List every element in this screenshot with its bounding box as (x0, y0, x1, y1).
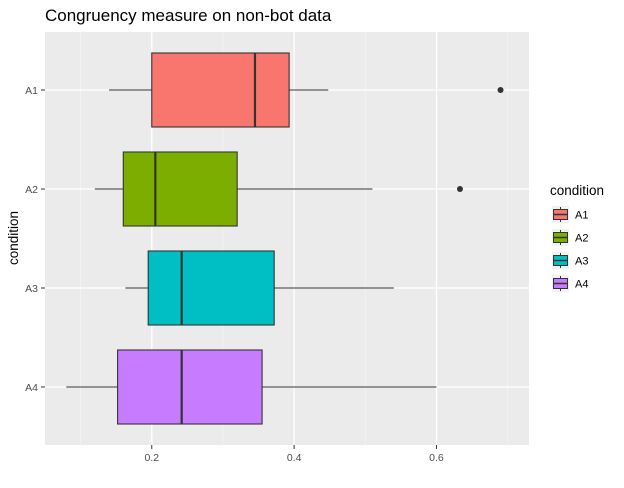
y-axis-title: condition (6, 211, 21, 265)
legend: A1 A2 A3 A4 (552, 206, 588, 292)
x-tick-label: 0.6 (429, 452, 444, 464)
box-a3 (125, 250, 394, 326)
legend-label: A4 (575, 279, 588, 291)
box-a4 (66, 349, 437, 425)
y-tick-label: A4 (25, 382, 38, 394)
legend-label: A3 (575, 256, 588, 268)
box-iqr (151, 52, 290, 128)
outlier-point (497, 87, 504, 93)
chart-title: Congruency measure on non-bot data (45, 6, 332, 25)
outlier-point (456, 186, 463, 192)
legend-label: A2 (575, 233, 588, 245)
legend-item-a2: A2 (552, 229, 588, 246)
legend-title: condition (550, 183, 604, 198)
y-tick-label: A3 (25, 283, 38, 295)
x-tick-label: 0.2 (144, 452, 159, 464)
box-iqr (122, 151, 238, 227)
y-tick-label: A2 (25, 184, 38, 196)
x-tick-label: 0.4 (287, 452, 302, 464)
box-layer (66, 52, 504, 425)
y-tick-label: A1 (25, 85, 38, 97)
legend-item-a3: A3 (552, 252, 588, 269)
box-iqr (117, 349, 263, 425)
legend-label: A1 (575, 210, 588, 222)
legend-item-a4: A4 (552, 275, 588, 292)
y-axis: A1 A2 A3 A4 (25, 85, 45, 394)
box-a1 (109, 52, 504, 128)
box-iqr (147, 250, 275, 326)
box-a2 (94, 151, 463, 227)
x-axis: 0.2 0.4 0.6 (144, 445, 444, 464)
legend-item-a1: A1 (552, 206, 588, 223)
